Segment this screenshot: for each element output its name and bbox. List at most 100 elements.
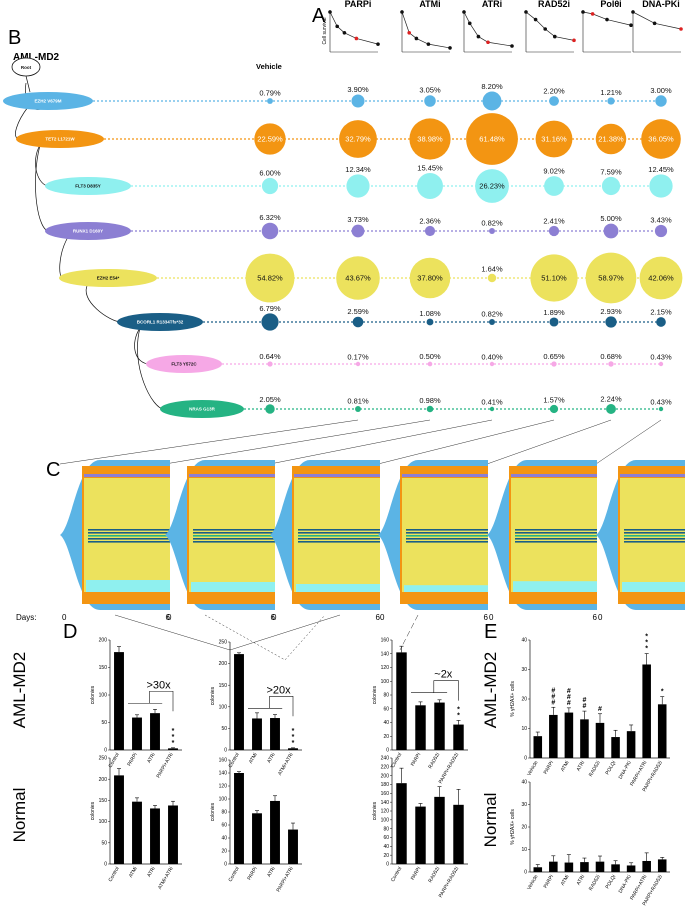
fishplot-clone-bcorl1	[88, 532, 170, 534]
clone-bubble	[656, 317, 666, 327]
clone-node	[160, 400, 244, 418]
chart-bar	[453, 804, 464, 864]
panel-label-c: C	[46, 459, 60, 481]
survival-curve	[401, 11, 451, 49]
clone-bubble	[608, 361, 614, 367]
chart-fold-label: >30x	[147, 679, 172, 691]
clone-bubble	[489, 406, 495, 412]
chart-bar	[549, 714, 558, 758]
clone-label: RUNX1 D160Y	[73, 229, 103, 234]
clone-percent: 43.67%	[345, 274, 371, 283]
chart-fold-label: ~2x	[434, 669, 453, 681]
survival-point	[335, 24, 340, 29]
clone-percent: 2.36%	[419, 216, 441, 225]
chart-category-label: PARPi+ATRi	[276, 866, 295, 893]
chart-ylabel: colonies	[210, 686, 216, 705]
chart-significance: *	[292, 740, 295, 747]
fishplot-clone-bcorl1	[193, 541, 275, 543]
chart-bar	[626, 865, 636, 872]
fishplot-clone-tet2-lower	[622, 597, 685, 600]
chart-bar	[288, 748, 298, 750]
fishplot-clone-bcorl1	[624, 541, 685, 543]
clone-bubble	[346, 174, 370, 198]
chart-bar	[642, 860, 651, 872]
tree-branch	[137, 327, 165, 410]
tree-branch	[25, 75, 31, 93]
fishplot-clone-bcorl1	[515, 532, 597, 534]
chart-significance: *	[645, 634, 648, 641]
treatment-title: ATMi	[419, 0, 440, 9]
chart-category-label: POLQi	[605, 760, 618, 776]
clone-percent: 5.00%	[600, 214, 622, 223]
chart-bar	[611, 864, 620, 872]
fishplot-clone-tet2-lower	[191, 597, 275, 600]
clone-percent: 58.97%	[598, 274, 624, 283]
chart-category-label: Control	[390, 866, 403, 883]
chart-significance: *	[292, 734, 295, 741]
clone-percent: 0.50%	[419, 352, 441, 361]
fishplot-clone-bcorl1	[624, 532, 685, 534]
survival-point	[476, 34, 481, 39]
clone-percent: 3.90%	[347, 85, 369, 94]
survival-curve	[582, 11, 632, 26]
fishplot-clone-bcorl1	[515, 529, 597, 531]
day-start: 0	[489, 613, 494, 622]
chart-ytick-label: 40	[521, 780, 527, 786]
chart-significance: #	[551, 693, 555, 700]
chart-ytick-label: 20	[383, 853, 389, 859]
clone-percent: 2.41%	[543, 216, 565, 225]
survival-point	[524, 10, 528, 14]
chart-bar	[234, 773, 244, 864]
clone-percent: 0.43%	[650, 352, 672, 361]
clone-bubble	[352, 316, 364, 328]
clone-percent: 0.65%	[543, 352, 565, 361]
clone-percent: 3.00%	[650, 86, 672, 95]
chart-ytick-label: 0	[524, 870, 527, 876]
clone-percent: 1.64%	[481, 264, 503, 273]
clone-bubble	[355, 406, 361, 412]
clone-percent: 3.05%	[419, 86, 441, 95]
survival-point	[328, 10, 332, 14]
chart-bar	[453, 724, 464, 750]
chart-bar	[595, 861, 605, 872]
clone-bubble	[489, 319, 495, 325]
colony-charts: AML-MD2Normal050100150200coloniesControl…	[10, 638, 468, 899]
chart-significance: #	[582, 703, 586, 710]
chart-bar	[288, 829, 298, 864]
clone-percent: 51.10%	[541, 274, 567, 283]
fishplot-clone-bcorl1	[88, 535, 170, 537]
clone-bubble	[245, 253, 295, 303]
clone-percent: 26.23%	[479, 182, 505, 191]
survival-point	[679, 27, 683, 31]
chart-ytick-label: 60	[383, 835, 389, 841]
chart-ytick-label: 100	[219, 797, 228, 803]
clone-bubble	[424, 225, 436, 237]
chart-ytick-label: 140	[381, 651, 390, 657]
fishplot-clone-bcorl1	[624, 535, 685, 537]
clone-bubble	[254, 123, 286, 155]
clone-bubble	[654, 224, 668, 238]
chart-bar	[132, 801, 142, 864]
survival-point	[629, 23, 633, 28]
clone-node	[117, 313, 203, 331]
clone-percent: 6.00%	[259, 168, 281, 177]
chart-ytick-label: 0	[104, 862, 107, 868]
connector-line	[114, 614, 341, 651]
fishplot-clone-bcorl1	[88, 541, 170, 543]
chart-bar	[533, 867, 543, 872]
chart-bar	[396, 783, 407, 864]
fishplot-clone-bcorl1	[298, 535, 380, 537]
clone-bubble	[267, 98, 273, 104]
chart-ytick-label: 0	[386, 862, 389, 868]
chart-ytick-label: 20	[383, 734, 389, 740]
clone-bubble	[639, 256, 683, 300]
chart-category-label: ATMi	[560, 874, 571, 887]
survival-point	[448, 46, 452, 50]
survival-point	[407, 30, 412, 35]
chart-ylabel: colonies	[372, 801, 378, 820]
day-start: 0	[598, 613, 603, 622]
chart-bar	[580, 862, 589, 872]
clone-label: FLT3 D835Y	[75, 184, 100, 189]
chart-bar	[564, 862, 574, 872]
chart-bar	[657, 859, 667, 872]
